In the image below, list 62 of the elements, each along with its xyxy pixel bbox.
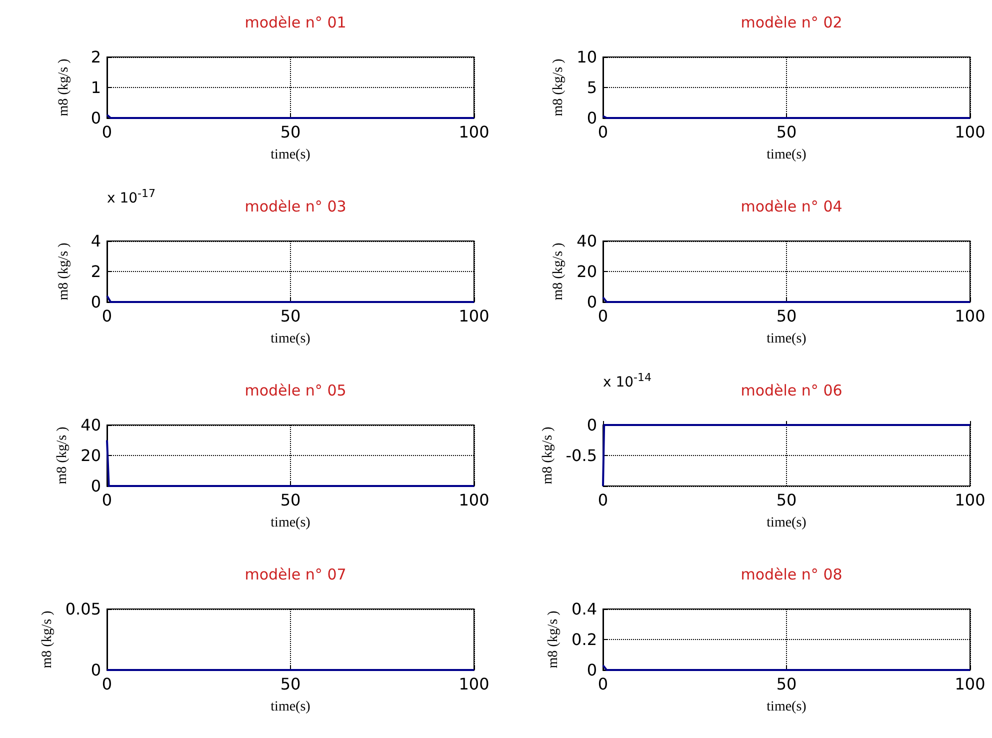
- y-tick-label: 0: [586, 108, 597, 128]
- x-tick-label: 100: [458, 490, 490, 510]
- y-tick-label: 0.05: [65, 600, 101, 618]
- x-tick-label: 100: [954, 306, 986, 326]
- y-axis-title: m8 (kg/s ): [55, 426, 70, 484]
- y-tick-label: 40: [80, 416, 101, 434]
- y-tick-label: 0.4: [572, 600, 597, 618]
- x-tick-label: 50: [776, 490, 797, 510]
- y-tick-label: 2: [90, 48, 101, 66]
- x-tick-label: 100: [954, 490, 986, 510]
- x-axis-title: time(s): [766, 148, 807, 162]
- y-tick-label: 0: [586, 660, 597, 680]
- y-tick-label: 1: [90, 78, 101, 97]
- x-axis-title: time(s): [766, 516, 807, 530]
- y-tick-label: 0: [586, 416, 597, 434]
- x-axis-title: time(s): [766, 332, 807, 346]
- x-tick-label: 100: [458, 674, 490, 694]
- x-tick-label: 50: [776, 306, 797, 326]
- x-tick-label: 100: [458, 306, 490, 326]
- y-tick-label: 5: [586, 78, 597, 97]
- y-tick-label: 0: [586, 292, 597, 312]
- x-tick-label: 100: [954, 122, 986, 142]
- y-axis-title: m8 (kg/s ): [56, 58, 72, 116]
- y-tick-label: 20: [576, 262, 597, 281]
- y-tick-label: 20: [80, 446, 101, 465]
- chart-title: modèle n° 04: [740, 198, 842, 216]
- y-tick-label: 0: [90, 476, 101, 496]
- chart-title: modèle n° 07: [244, 566, 346, 584]
- x-axis-title: time(s): [270, 516, 311, 530]
- x-axis-title: time(s): [270, 332, 311, 346]
- chart-title: modèle n° 02: [740, 14, 842, 32]
- y-axis-title: m8 (kg/s ): [551, 58, 566, 116]
- x-tick-label: 50: [776, 122, 797, 142]
- y-tick-label: 10: [576, 48, 597, 66]
- x-tick-label: 100: [458, 122, 490, 142]
- x-tick-label: 50: [280, 490, 301, 510]
- x-tick-label: 50: [280, 122, 301, 142]
- y-tick-label: 4: [90, 232, 101, 250]
- chart-title: modèle n° 06: [740, 382, 842, 400]
- y-tick-label: 0: [90, 108, 101, 128]
- x-tick-label: 50: [280, 306, 301, 326]
- x-tick-label: 50: [280, 674, 301, 694]
- y-tick-label: 2: [90, 262, 101, 281]
- chart-title: modèle n° 08: [740, 566, 842, 584]
- y-axis-title: m8 (kg/s ): [540, 426, 556, 484]
- y-axis-title: m8 (kg/s ): [40, 610, 55, 668]
- x-tick-label: 50: [776, 674, 797, 694]
- x-axis-title: time(s): [270, 148, 311, 162]
- x-tick-label: 100: [954, 674, 986, 694]
- y-axis-title: m8 (kg/s ): [546, 610, 562, 668]
- y-tick-label: 0.2: [572, 630, 597, 649]
- y-tick-label: 0: [90, 292, 101, 312]
- chart-title: modèle n° 05: [244, 382, 346, 400]
- y-tick-label: -0.5: [566, 446, 597, 465]
- y-axis-title: m8 (kg/s ): [56, 242, 72, 300]
- y-tick-label: 0: [90, 660, 101, 680]
- chart-title: modèle n° 03: [244, 198, 346, 216]
- y-axis-title: m8 (kg/s ): [551, 242, 566, 300]
- x-axis-title: time(s): [766, 700, 807, 714]
- y-tick-label: 40: [576, 232, 597, 250]
- x-axis-title: time(s): [270, 700, 311, 714]
- chart-title: modèle n° 01: [244, 14, 346, 32]
